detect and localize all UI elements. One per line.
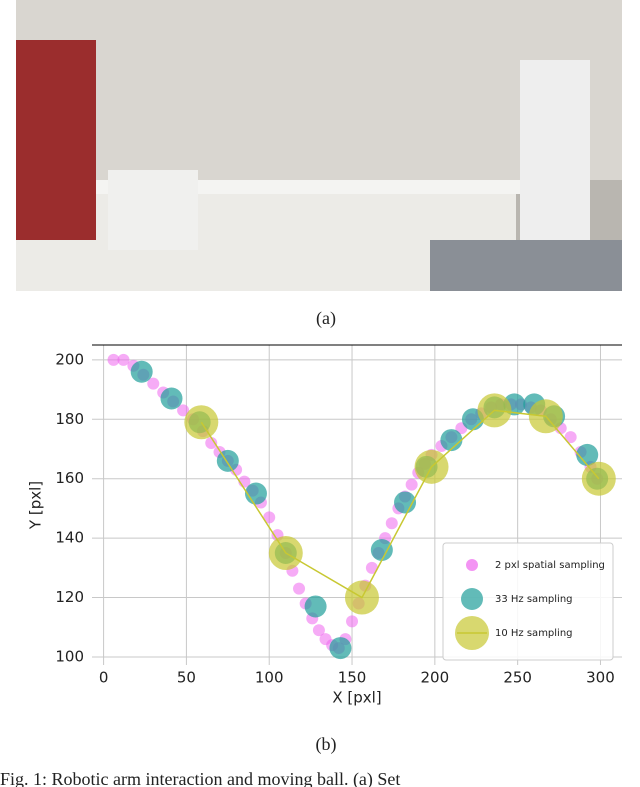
y-tick-label: 140 — [55, 529, 84, 547]
data-point — [528, 399, 563, 434]
data-point — [365, 561, 378, 574]
data-point — [414, 449, 449, 484]
data-point — [160, 387, 183, 410]
y-tick-label: 120 — [55, 588, 84, 606]
data-point — [385, 517, 398, 530]
x-tick-label: 50 — [177, 669, 196, 687]
x-tick-label: 0 — [99, 669, 109, 687]
y-tick-label: 200 — [55, 350, 84, 368]
subfigure-label: (a) — [316, 308, 336, 329]
data-point — [370, 539, 393, 562]
data-point — [107, 353, 120, 366]
data-point — [344, 580, 379, 615]
caption: Fig. 1: Robotic arm interaction and movi… — [0, 769, 400, 787]
photo — [16, 0, 622, 291]
data-point — [394, 491, 417, 514]
legend-label: 2 pxl spatial sampling — [495, 560, 605, 571]
data-point — [130, 360, 153, 383]
data-point — [147, 377, 160, 390]
data-point — [177, 404, 190, 417]
data-point — [304, 595, 327, 618]
x-tick-label: 150 — [338, 669, 367, 687]
data-point — [346, 615, 359, 628]
x-tick-label: 250 — [503, 669, 532, 687]
data-point — [440, 429, 463, 452]
data-point — [329, 637, 352, 660]
legend-label: 33 Hz sampling — [495, 594, 573, 605]
data-point — [293, 582, 306, 595]
x-tick-label: 200 — [421, 669, 450, 687]
legend-marker — [455, 616, 489, 650]
data-point — [117, 353, 130, 366]
data-point — [184, 405, 219, 440]
data-point — [216, 449, 239, 472]
data-point — [312, 624, 325, 637]
y-tick-label: 160 — [55, 469, 84, 487]
y-tick-label: 180 — [55, 410, 84, 428]
x-axis-label: X [pxl] — [332, 689, 381, 707]
x-tick-label: 300 — [586, 669, 615, 687]
legend-marker — [461, 588, 483, 610]
y-axis-label: Y [pxl] — [27, 481, 45, 530]
data-point — [405, 478, 418, 491]
x-tick-label: 100 — [255, 669, 284, 687]
data-point — [564, 431, 577, 444]
data-point — [477, 393, 512, 428]
data-point — [205, 437, 218, 450]
data-point — [263, 511, 276, 524]
subfigure-label: (b) — [316, 734, 337, 755]
data-point — [576, 443, 599, 466]
legend-label: 10 Hz sampling — [495, 628, 573, 639]
chart: 0 50 100 150 200 250 300 100 120 140 160 180 200 X [p… — [27, 344, 622, 707]
y-tick-label: 100 — [55, 647, 84, 665]
data-point — [581, 461, 616, 496]
data-point — [268, 535, 303, 570]
legend-marker — [466, 559, 478, 571]
